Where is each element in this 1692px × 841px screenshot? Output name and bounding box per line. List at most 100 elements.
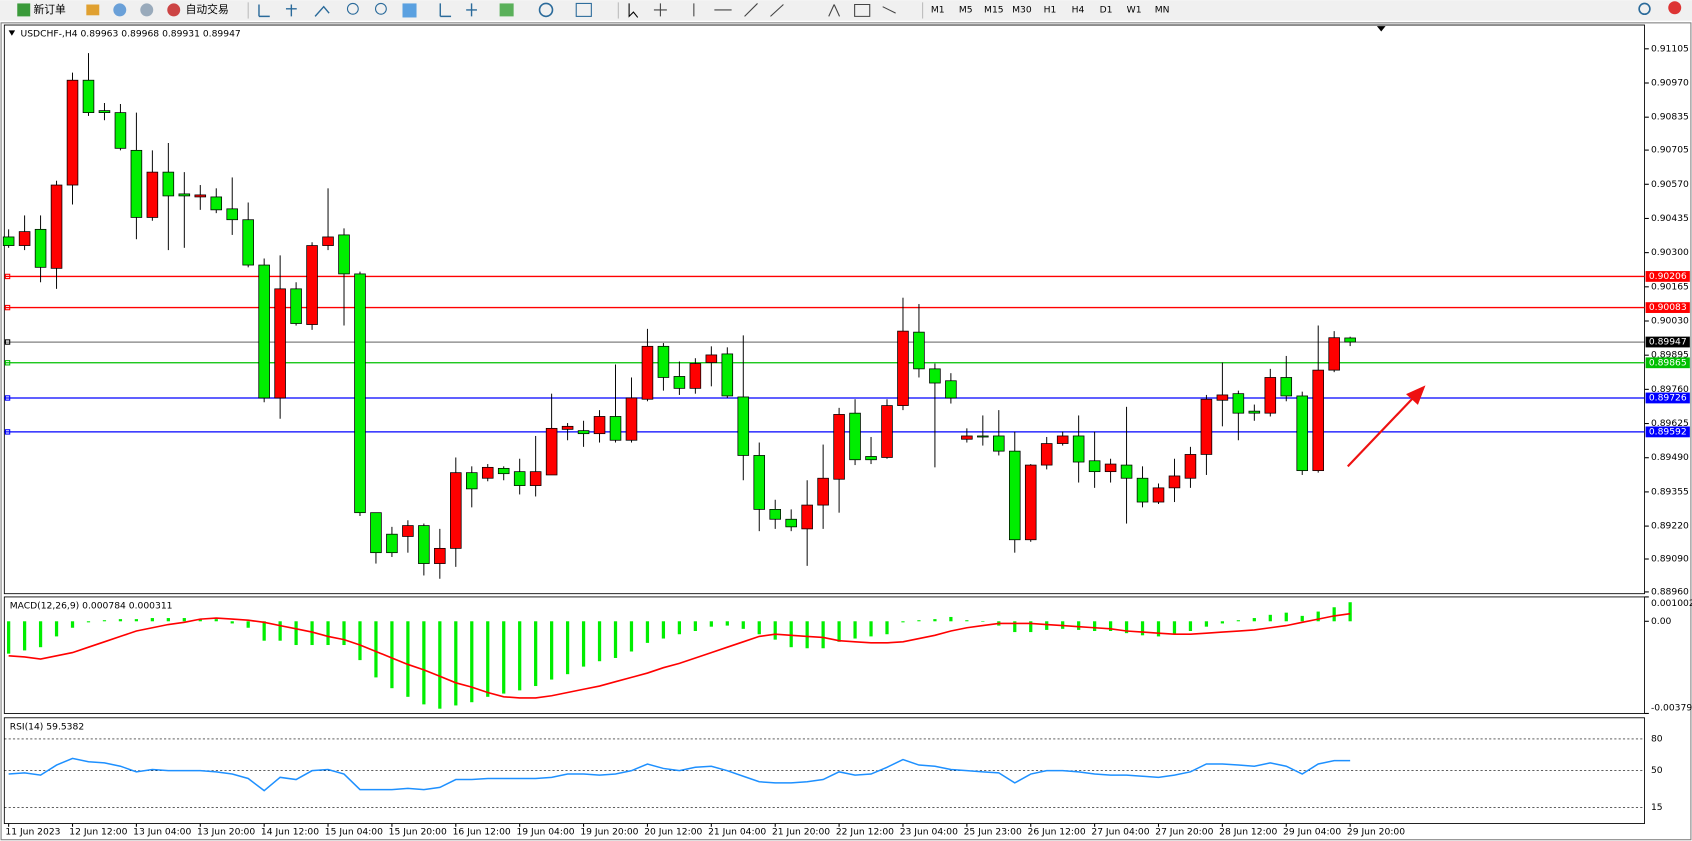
zoom-out[interactable] [374, 2, 387, 15]
tile-windows[interactable] [402, 3, 417, 18]
auto-trading-button[interactable]: 自动交易 [186, 3, 229, 16]
candle-body [274, 288, 286, 399]
candle-body [865, 456, 877, 461]
indicators[interactable] [499, 3, 514, 17]
level-label-bg [1645, 392, 1690, 404]
macd-bar [38, 621, 43, 648]
macd-bar [837, 621, 841, 642]
macd-bar [310, 621, 314, 646]
candle-body [450, 472, 462, 549]
candle-body [1056, 435, 1069, 444]
candle-body [769, 509, 781, 520]
timeframe-button[interactable]: M5 [959, 4, 973, 15]
timeframe-button[interactable]: D1 [1100, 4, 1113, 15]
macd-bar [502, 621, 506, 694]
periods[interactable] [538, 2, 554, 18]
candle-body [210, 196, 223, 211]
toolbar-icons[interactable] [258, 4, 330, 18]
timeframe-button[interactable]: M30 [1012, 4, 1032, 15]
x-tick-label: 21 Jun 20:00 [772, 827, 830, 838]
ohlc-low: 0.89931 [162, 28, 200, 39]
notifications[interactable] [1668, 1, 1682, 15]
candle-body [226, 208, 238, 221]
x-tick-label: 15 Jun 04:00 [325, 827, 383, 838]
candle-body [1136, 477, 1149, 503]
plot-layer: 0.91105 0.90970 0.90835 0.90705 0.90570 0.904… [2, 43, 1692, 838]
level-marker [4, 360, 11, 366]
toolbar-icons[interactable] [439, 3, 477, 18]
y-tick-label: 80 [1651, 733, 1663, 744]
zoom-in[interactable] [346, 2, 359, 15]
x-tick-label: 23 Jun 04:00 [900, 827, 958, 838]
macd-bar [1108, 621, 1113, 632]
x-tick-label: 26 Jun 12:00 [1028, 827, 1086, 838]
level-label-bg [1645, 357, 1690, 369]
y-tick-label: 0.89490 [1651, 452, 1689, 463]
candle-body [1152, 487, 1165, 503]
macd-bar [629, 621, 634, 652]
timeframe-button[interactable]: MN [1155, 4, 1170, 15]
symbol-menu-marker [8, 30, 16, 36]
level-label: 0.89726 [1649, 392, 1687, 403]
macd-panel [3, 596, 1645, 714]
timeframe-button[interactable]: M1 [931, 4, 945, 15]
macd-bar [7, 621, 11, 654]
macd-bar [150, 618, 154, 622]
y-tick-label: 0.90705 [1651, 145, 1689, 156]
toolbar-icon[interactable] [113, 3, 127, 17]
y-tick-label: 0.90030 [1651, 316, 1689, 327]
y-tick-label: 0.89090 [1651, 554, 1689, 565]
y-tick-label: 0.89355 [1651, 486, 1689, 497]
timeframe-button[interactable]: W1 [1127, 4, 1142, 15]
level-marker [4, 339, 11, 345]
macd-bar [1316, 611, 1320, 622]
y-tick-label: 0.001002 [1651, 598, 1692, 609]
macd-bar [901, 621, 905, 623]
candle-body [242, 219, 254, 266]
x-tick-label: 15 Jun 20:00 [389, 827, 447, 838]
rsi-value: 59.5382 [46, 721, 84, 732]
level-label: 0.89865 [1649, 357, 1687, 368]
macd-bar [1140, 621, 1145, 636]
toolbar-icon[interactable] [86, 4, 100, 16]
new-order-icon[interactable] [17, 3, 31, 17]
x-tick-label: 11 Jun 2023 [5, 827, 60, 838]
macd-bar [166, 618, 170, 622]
candle-body [178, 193, 191, 197]
macd-bar [885, 621, 889, 635]
candle-body [1088, 460, 1101, 473]
macd-bar [1348, 602, 1352, 622]
macd-bar [661, 621, 666, 639]
macd-title: MACD(12,26,9) [10, 600, 80, 611]
macd-bar [294, 621, 298, 646]
y-tick-label: 0.90300 [1651, 247, 1689, 258]
drawing-tools[interactable] [653, 3, 896, 17]
y-tick-label: 15 [1651, 802, 1663, 813]
timeframe-button[interactable]: M15 [984, 4, 1004, 15]
auto-trading-icon[interactable] [167, 3, 181, 17]
timeframe-button[interactable]: H4 [1072, 4, 1085, 15]
y-tick-label: 0.90570 [1651, 179, 1689, 190]
macd-bar [54, 621, 59, 637]
new-order-button[interactable]: 新订单 [33, 3, 66, 16]
cursor-tool[interactable] [628, 3, 639, 18]
toolbar-icon[interactable] [140, 3, 154, 17]
macd-bar [949, 616, 953, 622]
macd-bar [821, 621, 825, 649]
candle-body [657, 345, 670, 378]
macd-bar [374, 621, 378, 678]
level-label: 0.89947 [1649, 337, 1687, 348]
candle-body [1264, 377, 1277, 414]
macd-bar [470, 621, 474, 703]
timeframe-button[interactable]: H1 [1044, 4, 1057, 15]
macd-bar [1284, 612, 1288, 622]
macd-bar [1156, 621, 1161, 637]
macd-bar [693, 621, 697, 632]
candle-body [545, 427, 558, 476]
candle-body [913, 331, 925, 370]
search[interactable] [1638, 2, 1651, 16]
candle-body [993, 435, 1005, 452]
templates[interactable] [575, 2, 592, 17]
candle-body [1040, 443, 1053, 466]
